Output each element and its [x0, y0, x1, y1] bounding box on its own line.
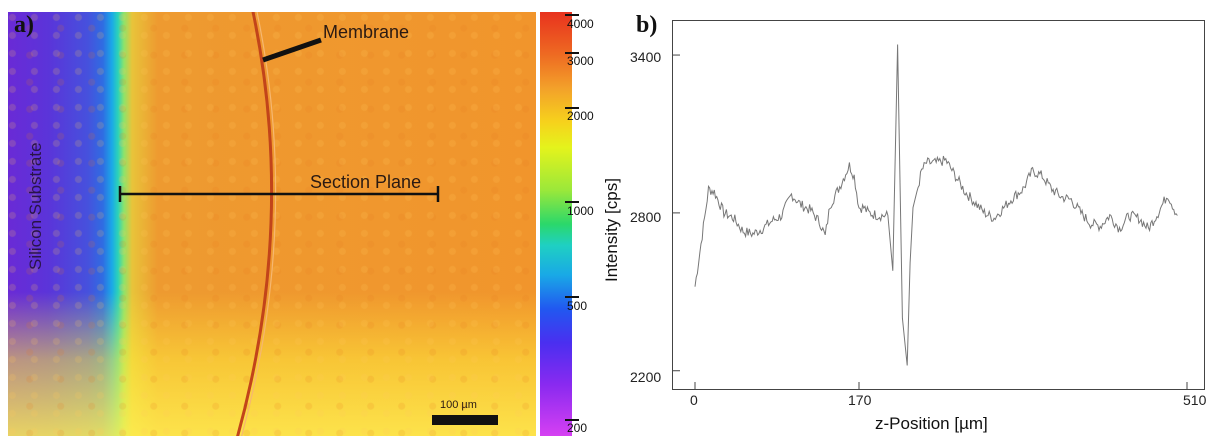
- map-overlay: [118, 12, 498, 436]
- scale-bar-label: 100 µm: [440, 399, 477, 411]
- membrane-label: Membrane: [323, 22, 410, 42]
- panel-b-label: b): [636, 12, 658, 38]
- colorbar-tick: [565, 419, 579, 421]
- colorbar-tick: [565, 296, 579, 298]
- y-axis-title: Intensity [cps]: [602, 178, 621, 282]
- x-tick-label: 510: [1183, 392, 1207, 408]
- x-axis-title: z-Position [µm]: [875, 414, 988, 433]
- y-tick-label: 3400: [630, 49, 662, 65]
- substrate-label: Silicon Substrate: [26, 142, 45, 270]
- membrane-curve-highlight: [241, 12, 277, 436]
- panel-a-label: a): [14, 12, 34, 38]
- y-tick-label: 2800: [630, 209, 662, 225]
- colorbar-tick-label: 1000: [567, 204, 594, 218]
- intensity-map: [8, 12, 536, 436]
- colorbar-tick: [565, 107, 579, 109]
- colorbar-tick-label: 2000: [567, 109, 594, 123]
- colorbar-tick: [565, 52, 579, 54]
- colorbar-tick: [565, 14, 579, 16]
- x-tick-label: 0: [690, 392, 698, 408]
- membrane-pointer: [262, 37, 322, 63]
- y-tick-label: 2200: [630, 369, 662, 385]
- x-tick-label: 170: [848, 392, 872, 408]
- scale-bar: [432, 415, 498, 425]
- colorbar-tick-label: 4000: [567, 17, 594, 31]
- plot-frame: [672, 20, 1205, 390]
- colorbar-tick-label: 3000: [567, 54, 594, 68]
- colorbar-tick-label: 500: [567, 299, 588, 313]
- colorbar: [540, 12, 572, 436]
- colorbar-tick-label: 200: [567, 421, 588, 435]
- membrane-curve: [236, 12, 274, 436]
- section-plane-label: Section Plane: [310, 172, 422, 192]
- colorbar-tick: [565, 201, 579, 203]
